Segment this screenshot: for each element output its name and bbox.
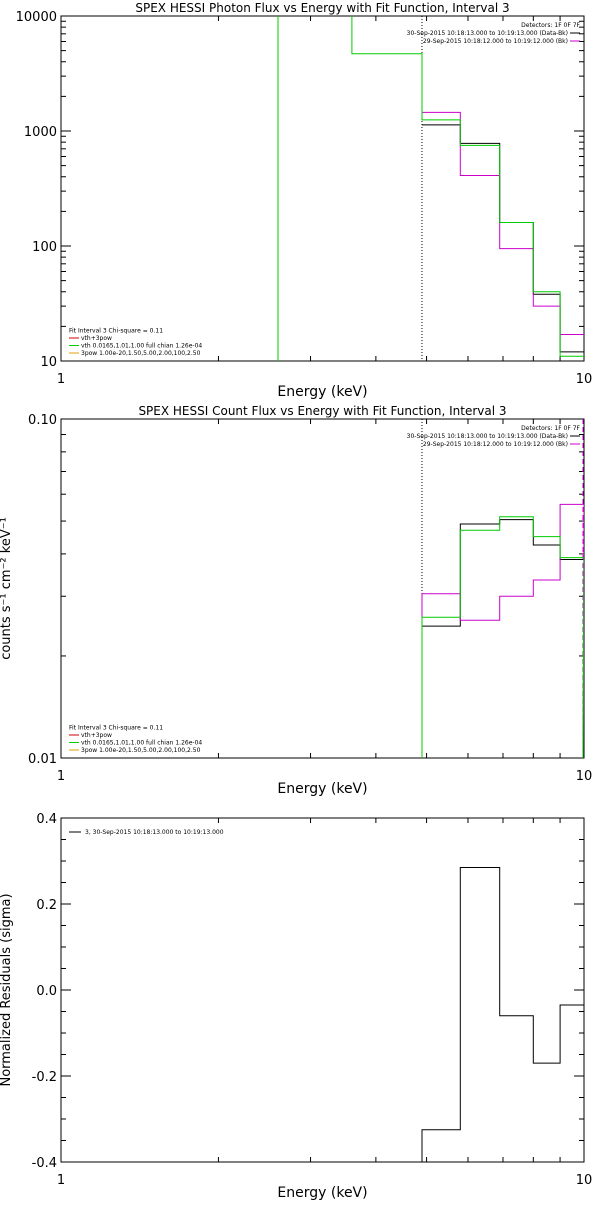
info-left-line-2: vth+3pow bbox=[81, 335, 112, 342]
info-left-line-1: Fit Interval 3 Chi-square = 0.11 bbox=[69, 328, 163, 335]
info-left-line-2: vth+3pow bbox=[81, 732, 112, 739]
chart-panel-1: SPEX HESSI Photon Flux vs Energy with Fi… bbox=[16, 1, 593, 400]
x-tick-label: 1 bbox=[57, 372, 65, 387]
legend-entry: 3, 30-Sep-2015 10:18:13.000 to 10:19:13.… bbox=[85, 829, 224, 836]
info-right-line-2: 30-Sep-2015 10:18:13.000 to 10:19:13.000… bbox=[407, 30, 568, 37]
y-tick-label: 0.2 bbox=[36, 898, 57, 913]
plot-frame bbox=[60, 817, 585, 1163]
x-tick-label: 1 bbox=[57, 769, 65, 784]
y-tick-label: 10000 bbox=[16, 10, 57, 25]
y-tick-label: 0.10 bbox=[28, 413, 57, 428]
y-tick-label: -0.2 bbox=[32, 1070, 57, 1085]
info-left-line-1: Fit Interval 3 Chi-square = 0.11 bbox=[69, 725, 163, 732]
plot-frame bbox=[60, 418, 585, 759]
x-axis-label: Energy (keV) bbox=[277, 1185, 367, 1200]
series-group bbox=[421, 503, 584, 758]
series-3-step-line bbox=[421, 516, 584, 758]
series-group bbox=[277, 16, 584, 361]
x-axis-label: Energy (keV) bbox=[277, 781, 367, 797]
series-1-step-line bbox=[421, 867, 584, 1162]
y-axis-label: Normalized Residuals (sigma) bbox=[0, 893, 14, 1086]
x-tick-label: 10 bbox=[576, 372, 593, 387]
y-tick-label: 100 bbox=[32, 240, 57, 255]
info-right-line-1: Detectors: 1F 0F 7F bbox=[521, 425, 580, 432]
y-tick-label: 10 bbox=[40, 355, 57, 370]
y-axis-label: counts s⁻¹ cm⁻² keV⁻¹ bbox=[0, 517, 14, 660]
plot-frame bbox=[60, 15, 585, 362]
series-group bbox=[421, 867, 584, 1162]
info-left-line-3: vth 0.0165,1.01,1.00 full chian 1.26e-04 bbox=[81, 740, 202, 747]
info-right-line-3: 29-Sep-2015 10:18:12.000 to 10:19:12.000… bbox=[423, 38, 568, 45]
info-right-line-1: Detectors: 1F 0F 7F bbox=[521, 22, 580, 29]
series-3-step-line bbox=[277, 16, 584, 361]
info-left-line-3: vth 0.0165,1.01,1.00 full chian 1.26e-04 bbox=[81, 343, 202, 350]
info-left-line-4: 3pow 1.00e-20,1.50,5.00,2.00,100,2.50 bbox=[81, 350, 201, 357]
y-tick-label: 0.4 bbox=[36, 812, 57, 827]
info-left-line-4: 3pow 1.00e-20,1.50,5.00,2.00,100,2.50 bbox=[81, 747, 201, 754]
chart-panel-3: Energy (keV) Normalized Residuals (sigma)… bbox=[0, 812, 593, 1201]
y-tick-label: -0.4 bbox=[32, 1156, 57, 1171]
x-axis-label: Energy (keV) bbox=[277, 384, 367, 400]
info-right-line-3: 29-Sep-2015 10:18:12.000 to 10:19:12.000… bbox=[423, 441, 568, 448]
x-tick-label: 10 bbox=[576, 769, 593, 784]
x-tick-label: 1 bbox=[57, 1173, 65, 1188]
chart-title: SPEX HESSI Count Flux vs Energy with Fit… bbox=[138, 404, 506, 418]
series-2-step-line bbox=[421, 503, 584, 758]
chart-panel-2: SPEX HESSI Count Flux vs Energy with Fit… bbox=[0, 404, 592, 797]
y-tick-label: 0.0 bbox=[36, 984, 57, 999]
y-tick-label: 1000 bbox=[24, 125, 57, 140]
x-tick-label: 10 bbox=[576, 1173, 593, 1188]
y-tick-label: 0.01 bbox=[28, 752, 57, 767]
chart-title: SPEX HESSI Photon Flux vs Energy with Fi… bbox=[135, 1, 509, 15]
info-right-line-2: 30-Sep-2015 10:18:13.000 to 10:19:13.000… bbox=[407, 433, 568, 440]
